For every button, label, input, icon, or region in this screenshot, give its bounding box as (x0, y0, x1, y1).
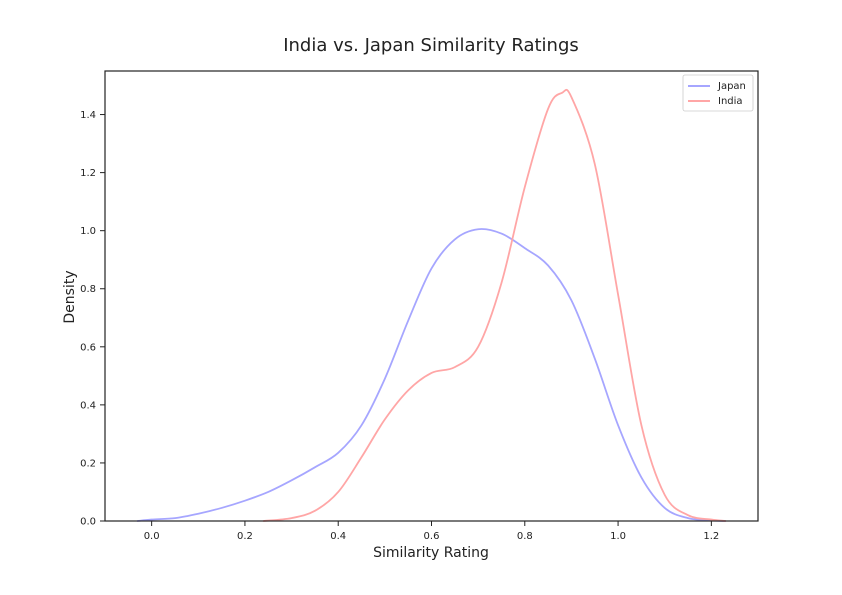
legend-label-japan: Japan (717, 81, 746, 92)
x-tick-label: 0.8 (517, 531, 533, 542)
y-tick-label: 0.2 (80, 458, 96, 469)
y-tick-label: 1.0 (80, 226, 96, 237)
plot-area: 0.0 0.2 0.4 0.6 0.8 1.0 1.2 0.0 0.2 0.4 0.6 0.8 1.0 1… (80, 88, 727, 542)
y-tick-label: 0.4 (80, 400, 96, 411)
x-tick-label: 1.0 (610, 531, 626, 542)
chart-title: India vs. Japan Similarity Ratings (283, 35, 579, 56)
x-tick-label: 0.6 (424, 531, 440, 542)
y-tick-label: 0.6 (80, 342, 96, 353)
legend-label-india: India (718, 96, 743, 107)
plot-frame (104, 70, 759, 522)
y-tick-label: 0.0 (80, 517, 96, 528)
x-tick-label: 0.0 (144, 531, 160, 542)
y-axis-title: Density (62, 270, 78, 323)
x-tick-label: 0.4 (330, 531, 346, 542)
series-line-japan (136, 228, 727, 522)
legend: Japan India (682, 74, 754, 112)
x-axis-title: Similarity Rating (373, 545, 489, 561)
y-tick-label: 1.4 (80, 110, 96, 121)
x-tick-label: 0.2 (237, 531, 253, 542)
y-tick-label: 1.2 (80, 168, 96, 179)
series-line-india (262, 88, 727, 522)
y-tick-label: 0.8 (80, 284, 96, 295)
x-tick-label: 1.2 (703, 531, 719, 542)
